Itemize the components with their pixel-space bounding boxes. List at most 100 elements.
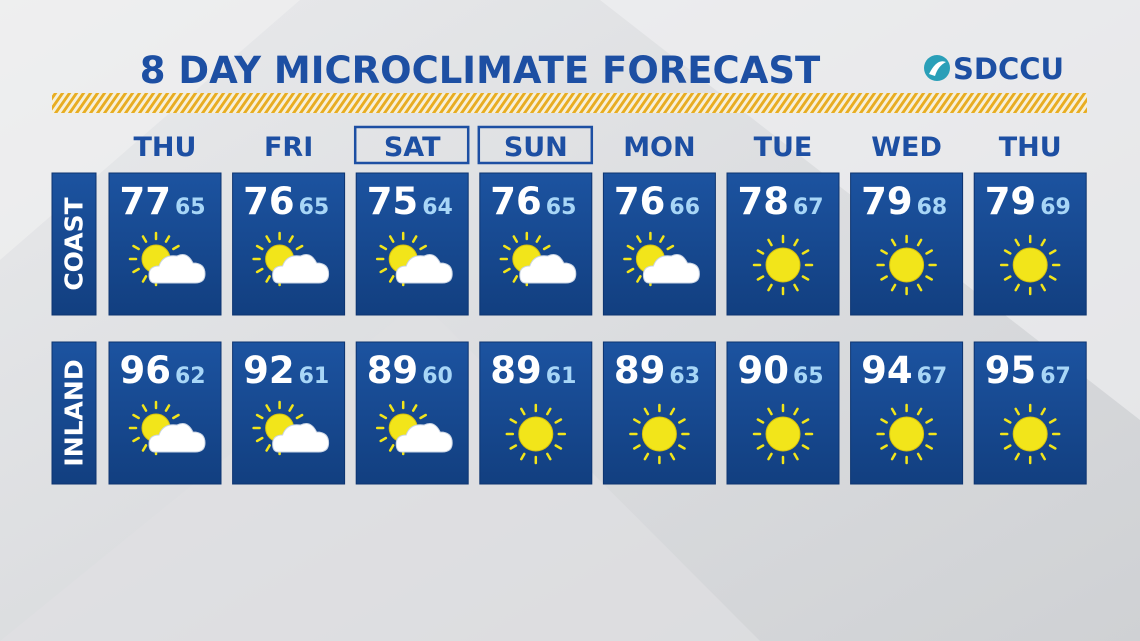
- low-temp: 65: [175, 195, 206, 220]
- sun-ray: [793, 452, 799, 461]
- forecast-cell: [355, 172, 469, 316]
- high-temp: 77: [120, 180, 172, 223]
- high-temp: 94: [861, 349, 913, 392]
- sun-ray: [141, 235, 148, 243]
- sun-ray: [669, 407, 676, 416]
- sun-ray: [756, 418, 765, 424]
- sun-ray: [546, 452, 552, 461]
- sun-ray: [503, 244, 511, 251]
- sun-ray: [767, 407, 773, 416]
- sun-ray: [793, 283, 799, 292]
- low-temp: 68: [917, 195, 948, 220]
- sun-ray: [890, 452, 897, 461]
- day-label: THU: [999, 132, 1062, 163]
- sun-ray: [388, 444, 395, 452]
- sun-ray: [633, 418, 641, 424]
- sun-ray: [1040, 452, 1046, 461]
- sun-ray: [520, 452, 526, 461]
- sun-ray: [767, 238, 773, 247]
- low-temp: 64: [422, 195, 453, 220]
- sun-ray: [880, 418, 888, 424]
- sun-ray: [265, 404, 271, 412]
- sun-ray: [756, 249, 765, 255]
- sun-ray: [554, 418, 563, 424]
- sun-ray: [1040, 238, 1046, 247]
- sun-ray: [411, 235, 418, 243]
- sun-ray: [925, 418, 933, 424]
- sun-ray: [388, 275, 395, 283]
- high-temp: 76: [490, 180, 542, 223]
- sun-ray: [388, 404, 395, 412]
- sun-ray: [890, 283, 897, 292]
- sun-ray: [503, 267, 511, 274]
- sun-ray: [1003, 418, 1012, 424]
- sun-ray: [880, 249, 888, 255]
- low-temp: 66: [669, 195, 700, 220]
- high-temp: 79: [861, 180, 913, 223]
- sun-ray: [1048, 249, 1057, 255]
- sun: [641, 416, 677, 452]
- sun-ray: [678, 444, 686, 450]
- sun-ray: [801, 418, 810, 424]
- day-label: SAT: [384, 132, 441, 163]
- sun-ray: [767, 283, 773, 292]
- low-temp: 65: [546, 195, 577, 220]
- sun-ray: [793, 238, 799, 247]
- day-label: THU: [134, 132, 197, 163]
- sun-ray: [890, 238, 897, 247]
- cloud: [272, 254, 330, 284]
- sun-ray: [1048, 418, 1057, 424]
- high-temp: 92: [243, 349, 295, 392]
- sun-ray: [678, 418, 686, 424]
- cloud: [642, 254, 700, 284]
- sun: [765, 247, 801, 283]
- sun: [518, 416, 554, 452]
- low-temp: 61: [299, 364, 330, 389]
- sun-ray: [419, 244, 427, 251]
- logo: SDCCU: [924, 52, 1064, 86]
- sun-ray: [164, 404, 171, 412]
- sun-ray: [636, 275, 642, 283]
- title: 8 DAY MICROCLIMATE FORECAST: [140, 49, 821, 92]
- sun: [765, 416, 801, 452]
- sun-ray: [890, 407, 897, 416]
- sun-ray: [880, 275, 888, 281]
- forecast-cell: [108, 341, 222, 485]
- sun-ray: [633, 444, 641, 450]
- sun-ray: [636, 235, 642, 243]
- sun-ray: [132, 267, 140, 274]
- sun-ray: [141, 444, 148, 452]
- high-temp: 89: [367, 349, 419, 392]
- forecast-cell: [602, 172, 716, 316]
- sun-ray: [767, 452, 773, 461]
- sun-ray: [379, 267, 388, 274]
- sun-ray: [801, 249, 810, 255]
- logo-text: SDCCU: [953, 52, 1064, 86]
- sun-ray: [509, 444, 518, 450]
- sun-ray: [1040, 283, 1046, 292]
- day-highlight: [477, 125, 594, 165]
- sun-ray: [1014, 452, 1020, 461]
- low-temp: 63: [669, 364, 700, 389]
- sun-ray: [1014, 407, 1020, 416]
- high-temp: 75: [367, 180, 419, 223]
- sun-ray: [265, 235, 271, 243]
- sun-ray: [669, 452, 676, 461]
- forecast-cell: [232, 172, 346, 316]
- sun-ray: [1040, 407, 1046, 416]
- sun-ray: [1003, 249, 1012, 255]
- sun-ray: [255, 413, 264, 420]
- sun-ray: [379, 436, 388, 443]
- low-temp: 69: [1040, 195, 1071, 220]
- high-temp: 79: [985, 180, 1037, 223]
- region-label: COAST: [60, 197, 89, 290]
- sun-ray: [1003, 275, 1012, 281]
- forecast-cell: [108, 172, 222, 316]
- high-temp: 96: [120, 349, 172, 392]
- sun-ray: [265, 444, 271, 452]
- sun-ray: [925, 249, 933, 255]
- forecast-cell: [232, 341, 346, 485]
- cloud: [519, 254, 577, 284]
